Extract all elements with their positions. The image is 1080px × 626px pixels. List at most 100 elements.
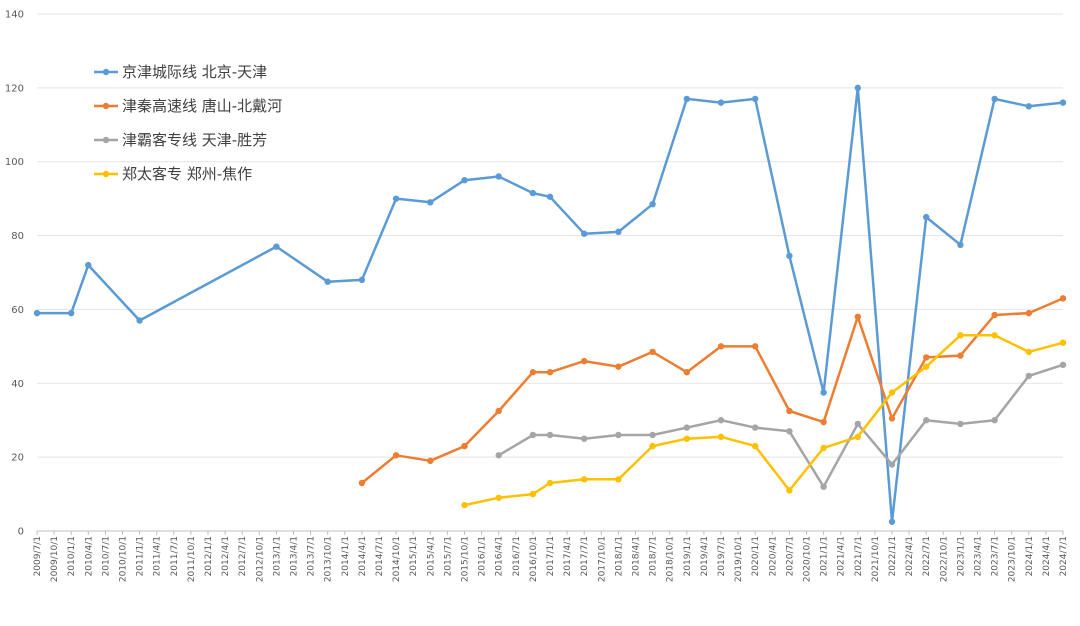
data-point [717,99,725,106]
data-point [546,193,554,200]
x-tick-label: 2020/4/1 [768,536,778,576]
data-point [68,309,75,317]
x-tick-label: 2019/10/1 [734,536,744,582]
x-tick-label: 2012/7/1 [238,536,248,576]
x-tick-label: 2021/7/1 [854,536,864,576]
data-point [581,435,588,442]
data-point [495,494,502,501]
x-tick-label: 2014/1/1 [341,536,351,576]
data-point [888,389,896,396]
y-tick-label: 40 [11,379,24,390]
x-tick-label: 2019/4/1 [700,536,710,576]
data-point [957,332,964,339]
x-tick-label: 2010/7/1 [101,536,111,576]
data-point [392,452,400,459]
data-point [854,420,861,428]
data-point [752,343,759,350]
x-tick-label: 2012/4/1 [221,536,231,576]
data-point [581,357,588,365]
x-tick-label: 2023/1/1 [956,536,966,576]
data-point [957,420,964,428]
x-tick-label: 2016/1/1 [478,536,488,576]
data-point [495,452,502,459]
data-point [136,317,143,324]
x-tick-label: 2011/1/1 [136,536,146,576]
x-tick-label: 2017/4/1 [563,536,573,576]
data-point [786,487,793,494]
data-point [923,363,930,370]
x-tick-label: 2016/7/1 [512,536,522,576]
data-point [615,431,622,439]
data-point [717,433,725,441]
x-tick-label: 2012/10/1 [255,536,265,582]
y-tick-label: 100 [5,157,24,168]
legend-item: 京津城际线 北京-天津 [94,63,267,81]
series-1 [358,295,1067,487]
data-point [581,230,588,237]
x-tick-label: 2018/4/1 [632,536,642,576]
data-point [1059,99,1067,106]
x-tick-label: 2009/10/1 [50,536,60,582]
data-point [854,313,861,321]
data-point [615,228,622,236]
x-tick-label: 2015/7/1 [443,536,453,576]
data-point [991,311,998,319]
x-tick-label: 2018/7/1 [649,536,659,576]
data-point [820,444,827,452]
data-point [392,195,400,202]
data-point [529,431,537,439]
data-point [649,442,656,450]
data-point [888,518,896,525]
x-tick-label: 2022/4/1 [905,536,915,576]
series-lines [33,84,1067,525]
data-point [820,389,827,396]
data-point [854,84,861,92]
x-tick-label: 2013/7/1 [307,536,317,576]
data-point [683,369,690,376]
data-point [786,428,793,435]
x-tick-label: 2011/7/1 [170,536,180,576]
data-point [615,476,622,483]
data-point [427,199,434,206]
data-point [752,424,759,431]
legend-marker [102,102,110,110]
data-point [461,501,468,509]
data-point [546,369,554,376]
data-point [752,95,759,103]
legend-marker [102,136,110,144]
x-tick-label: 2014/7/1 [375,536,385,576]
data-point [923,417,930,424]
x-tick-label: 2019/1/1 [683,536,693,576]
data-point [683,95,690,103]
x-tick-label: 2015/1/1 [409,536,419,576]
x-tick-label: 2021/4/1 [837,536,847,576]
x-tick-label: 2024/4/1 [1042,536,1052,576]
x-tick-label: 2020/7/1 [785,536,795,576]
data-point [546,431,554,439]
data-point [957,352,964,359]
legend-item: 郑太客专 郑州-焦作 [94,165,252,183]
data-point [615,363,622,370]
data-point [923,354,930,361]
y-tick-label: 80 [11,231,24,242]
data-point [649,200,656,208]
data-point [649,348,656,356]
data-point [358,479,366,487]
series-line [360,297,1065,485]
x-tick-label: 2012/1/1 [204,536,214,576]
x-tick-label: 2023/4/1 [974,536,984,576]
data-point [324,278,331,285]
data-point [461,442,468,450]
x-tick-label: 2013/4/1 [290,536,300,576]
data-point [649,431,656,439]
data-point [683,424,690,431]
data-point [991,95,998,103]
data-point [888,415,896,422]
data-point [991,417,998,424]
x-tick-label: 2019/7/1 [717,536,727,576]
x-tick-label: 2016/4/1 [495,536,505,576]
x-tick-label: 2018/1/1 [614,536,624,576]
legend-label: 京津城际线 北京-天津 [122,63,267,81]
data-point [1059,339,1067,346]
